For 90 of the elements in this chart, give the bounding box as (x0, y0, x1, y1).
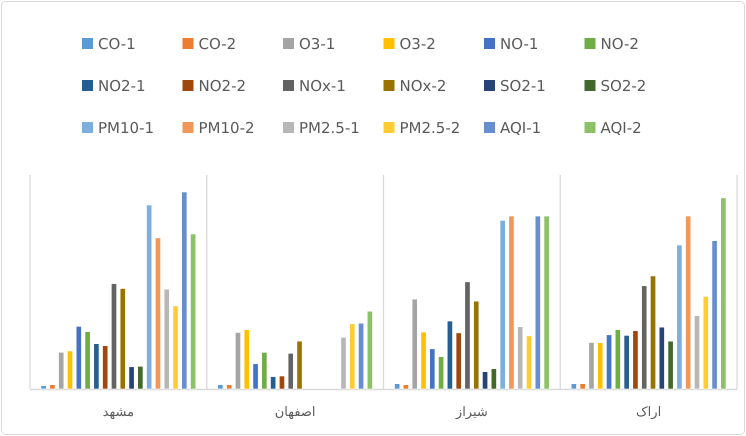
bar (349, 323, 356, 390)
bar (358, 322, 364, 390)
legend-label: NO2-1 (98, 77, 146, 95)
x-tick-label: مشهد (102, 405, 134, 420)
bar (632, 330, 638, 390)
bar (155, 238, 161, 390)
bar (712, 240, 718, 390)
bar (429, 348, 436, 390)
bar (181, 192, 188, 390)
legend-label: O3-1 (299, 35, 336, 53)
bar (217, 384, 224, 390)
bar (278, 376, 285, 390)
bar (508, 216, 514, 390)
bar (650, 276, 656, 390)
bar (261, 352, 268, 390)
bar (685, 216, 692, 390)
bar (190, 234, 196, 390)
bar (270, 376, 276, 390)
x-tick-label: اراک (636, 405, 662, 420)
bar (40, 385, 47, 390)
bar (720, 198, 726, 390)
bar (120, 288, 126, 390)
bar (517, 326, 524, 390)
bar (534, 216, 541, 390)
legend-label: NOx-1 (299, 77, 346, 95)
bar (146, 204, 152, 390)
legend-label: AQI-2 (600, 119, 642, 137)
legend-label: O3-2 (400, 35, 436, 53)
bar (614, 329, 621, 390)
bar (446, 320, 453, 390)
legend-label: PM2.5-2 (400, 119, 460, 137)
bar (588, 342, 594, 390)
legend-label: SO2-2 (600, 77, 646, 95)
bar (226, 384, 232, 390)
bar (526, 336, 532, 390)
legend-label: AQI-1 (500, 119, 542, 137)
bar (658, 326, 665, 390)
bar (137, 366, 144, 390)
bar (402, 384, 409, 390)
legend-label: NO-2 (600, 35, 639, 53)
bar (606, 334, 612, 390)
x-tick-label: اصفهان (274, 405, 316, 420)
bar (244, 329, 250, 390)
bar (544, 216, 550, 390)
bar (366, 310, 373, 390)
bar (412, 298, 418, 390)
legend-label: PM10-1 (98, 119, 154, 137)
bar (49, 384, 56, 390)
legend-label: CO-1 (98, 35, 136, 53)
bar (67, 350, 73, 390)
bar (473, 300, 480, 390)
bar (164, 288, 170, 390)
legend-label: PM10-2 (198, 119, 255, 137)
bar (580, 383, 586, 390)
bar (420, 332, 426, 390)
bar (641, 285, 648, 390)
bar (702, 296, 709, 390)
bar (694, 315, 700, 390)
bar (235, 332, 241, 390)
bar (500, 220, 506, 390)
bar (668, 340, 674, 390)
legend-label: PM2.5-1 (299, 119, 360, 137)
bar (58, 352, 64, 390)
bar (464, 282, 470, 390)
legend-label: NOx-2 (400, 77, 446, 95)
bar (111, 283, 117, 390)
bar (456, 332, 462, 390)
bar (288, 353, 294, 390)
bar (394, 383, 400, 390)
bar (340, 337, 346, 390)
bar (172, 306, 178, 390)
bar (93, 343, 100, 390)
bar (102, 345, 108, 390)
bar (128, 366, 135, 390)
bar (296, 340, 302, 390)
x-tick-label: شیراز (454, 405, 488, 420)
bar (624, 335, 630, 390)
bar (84, 331, 91, 390)
bar (490, 368, 497, 390)
bar (482, 371, 488, 390)
bar (570, 383, 577, 390)
legend-label: SO2-1 (500, 77, 546, 95)
bar (438, 356, 444, 390)
bar (252, 363, 258, 390)
legend-label: NO-1 (500, 35, 538, 53)
bar (597, 342, 604, 390)
bar (676, 244, 682, 390)
legend-label: NO2-2 (198, 77, 246, 95)
bar (76, 326, 82, 390)
legend-label: CO-2 (198, 35, 236, 53)
